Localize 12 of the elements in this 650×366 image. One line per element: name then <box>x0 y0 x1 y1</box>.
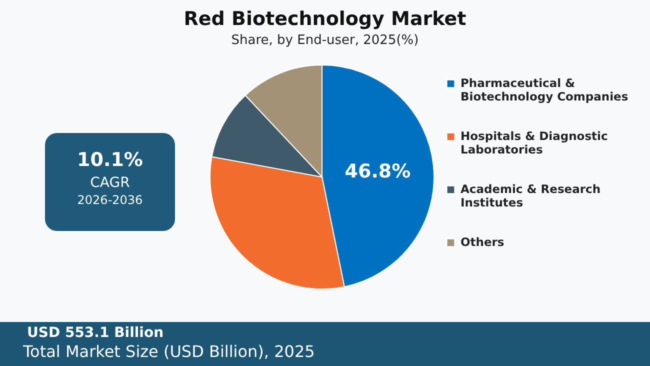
legend-label: Pharmaceutical & Biotechnology Companies <box>460 76 628 104</box>
text: USD 553.1 Billion <box>27 325 164 341</box>
text: 10.1% <box>76 149 144 171</box>
chart-title: Red Biotechnology Market <box>182 8 468 30</box>
text: 2026-2036 <box>76 193 144 207</box>
chart-subtitle: Share, by End-user, 2025(%) <box>230 33 420 48</box>
legend-label: Academic & Research Institutes <box>460 182 601 210</box>
text: CAGR <box>89 175 131 191</box>
text: Total Market Size (USD Billion), 2025 <box>23 342 315 361</box>
legend-label: Hospitals & Diagnostic Laboratories <box>460 128 608 156</box>
legend-label: Others <box>460 234 504 249</box>
data-label: 46.8% <box>344 160 411 182</box>
